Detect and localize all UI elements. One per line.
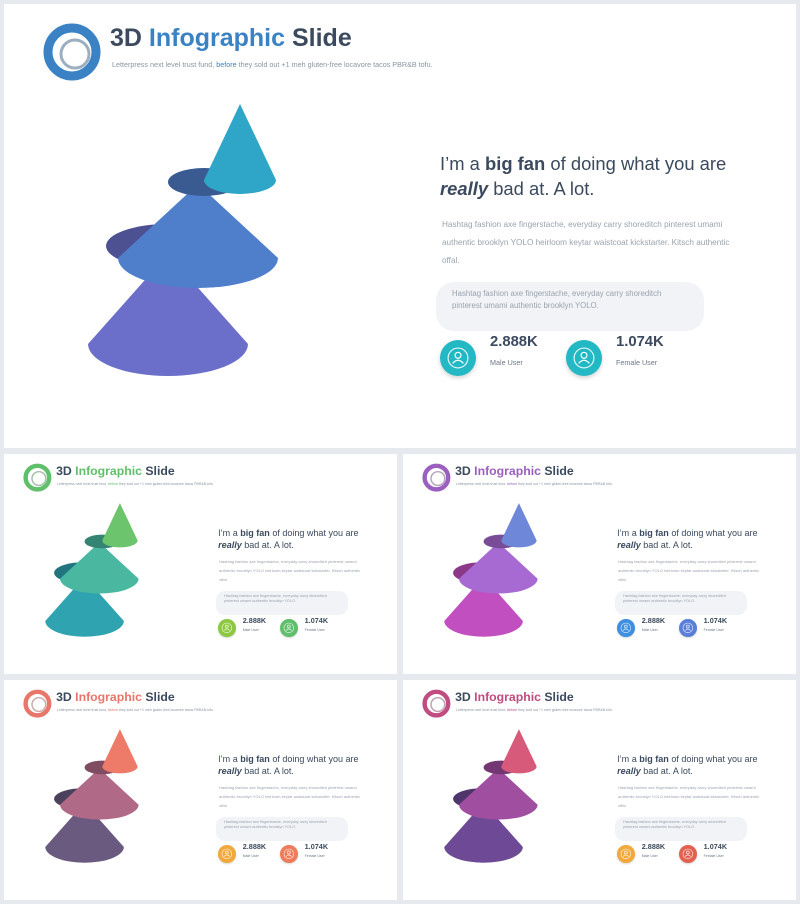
- quote-box: Hashtag fashion axe fingerstache, everyd…: [216, 590, 348, 615]
- slide-art: [43, 23, 278, 376]
- female-user-label: Female User: [304, 853, 325, 858]
- user-icon: [447, 347, 469, 369]
- female-user-badge: [679, 845, 697, 863]
- body-text: Hashtag fashion axe fingerstache, everyd…: [442, 220, 730, 265]
- female-user-badge: [566, 340, 602, 376]
- ring-logo-icon: [43, 23, 101, 81]
- user-icon: [283, 622, 295, 634]
- ring-logo-icon: [23, 689, 52, 718]
- slide-title: 3D Infographic Slide: [455, 463, 574, 478]
- slide-plum: 3D Infographic Slide Letterpress next le…: [403, 680, 796, 900]
- user-icon: [682, 848, 694, 860]
- male-user-badge: [617, 619, 635, 637]
- female-user-label: Female User: [616, 358, 658, 367]
- slide-subtitle: Letterpress next level trust fund, befor…: [57, 481, 214, 486]
- slide-title: 3D Infographic Slide: [455, 689, 574, 704]
- headline: I’m a big fan of doing what you are reall…: [218, 527, 359, 550]
- cone-stack-illustration: [45, 503, 139, 637]
- male-user-label: Male User: [242, 627, 259, 632]
- body-text: Hashtag fashion axe fingerstache, everyd…: [618, 785, 760, 808]
- slide-title: 3D Infographic Slide: [56, 463, 175, 478]
- user-icon: [620, 848, 632, 860]
- quote-box: Hashtag fashion axe fingerstache, everyd…: [216, 816, 348, 841]
- headline: I’m a big fan of doing what you are reall…: [218, 753, 359, 776]
- male-user-label: Male User: [490, 358, 523, 367]
- user-icon: [620, 622, 632, 634]
- male-user-badge: [218, 845, 236, 863]
- quote-box: Hashtag fashion axe fingerstache, everyd…: [615, 816, 747, 841]
- slide-art: [23, 689, 139, 863]
- female-user-value: 1.074K: [304, 842, 329, 852]
- male-user-badge: [218, 619, 236, 637]
- slide-green: 3D Infographic Slide Letterpress next le…: [4, 454, 397, 674]
- male-user-badge: [440, 340, 476, 376]
- ring-logo-icon: [422, 463, 451, 492]
- slide-title: 3D Infographic Slide: [56, 689, 175, 704]
- male-user-value: 2.888K: [242, 842, 267, 852]
- slide-rose: 3D Infographic Slide Letterpress next le…: [4, 680, 397, 900]
- female-user-badge: [280, 619, 298, 637]
- male-user-value: 2.888K: [490, 334, 538, 350]
- male-user-label: Male User: [641, 853, 658, 858]
- male-user-label: Male User: [641, 627, 658, 632]
- slide-purple: 3D Infographic Slide Letterpress next le…: [403, 454, 796, 674]
- headline: I’m a big fan of doing what you are reall…: [617, 753, 758, 776]
- female-user-value: 1.074K: [703, 842, 728, 852]
- body-text: Hashtag fashion axe fingerstache, everyd…: [219, 785, 361, 808]
- male-user-value: 2.888K: [242, 616, 267, 626]
- male-user-value: 2.888K: [641, 842, 666, 852]
- slide-subtitle: Letterpress next level trust fund, befor…: [57, 707, 214, 712]
- slide-subtitle: Letterpress next level trust fund, befor…: [456, 481, 613, 486]
- quote-box: Hashtag fashion axe fingerstache, everyd…: [436, 282, 704, 331]
- slide-subtitle: Letterpress next level trust fund, befor…: [112, 60, 433, 69]
- headline: I’m a big fan of doing what you are reall…: [617, 527, 758, 550]
- slide-art: [422, 689, 538, 863]
- user-icon: [682, 622, 694, 634]
- cone-stack-illustration: [88, 104, 278, 376]
- female-user-label: Female User: [703, 627, 724, 632]
- female-user-label: Female User: [703, 853, 724, 858]
- female-user-badge: [679, 619, 697, 637]
- slide-subtitle: Letterpress next level trust fund, befor…: [456, 707, 613, 712]
- cone-stack-illustration: [45, 729, 139, 863]
- male-user-value: 2.888K: [641, 616, 666, 626]
- female-user-value: 1.074K: [616, 334, 664, 350]
- female-user-value: 1.074K: [304, 616, 329, 626]
- ring-logo-icon: [23, 463, 52, 492]
- female-user-label: Female User: [304, 627, 325, 632]
- ring-logo-icon: [422, 689, 451, 718]
- user-icon: [221, 622, 233, 634]
- cone-stack-illustration: [444, 503, 538, 637]
- male-user-label: Male User: [242, 853, 259, 858]
- female-user-badge: [280, 845, 298, 863]
- cone-stack-illustration: [444, 729, 538, 863]
- user-icon: [221, 848, 233, 860]
- user-icon: [283, 848, 295, 860]
- user-icon: [573, 347, 595, 369]
- slide-art: [23, 463, 139, 637]
- body-text: Hashtag fashion axe fingerstache, everyd…: [618, 559, 760, 582]
- female-user-value: 1.074K: [703, 616, 728, 626]
- headline: I’m a big fan of doing what you are reall…: [440, 153, 727, 199]
- slide-art: [422, 463, 538, 637]
- quote-box: Hashtag fashion axe fingerstache, everyd…: [615, 590, 747, 615]
- male-user-badge: [617, 845, 635, 863]
- slide-blue: 3D Infographic Slide Letterpress next le…: [4, 4, 796, 448]
- body-text: Hashtag fashion axe fingerstache, everyd…: [219, 559, 361, 582]
- slide-title: 3D Infographic Slide: [110, 24, 352, 52]
